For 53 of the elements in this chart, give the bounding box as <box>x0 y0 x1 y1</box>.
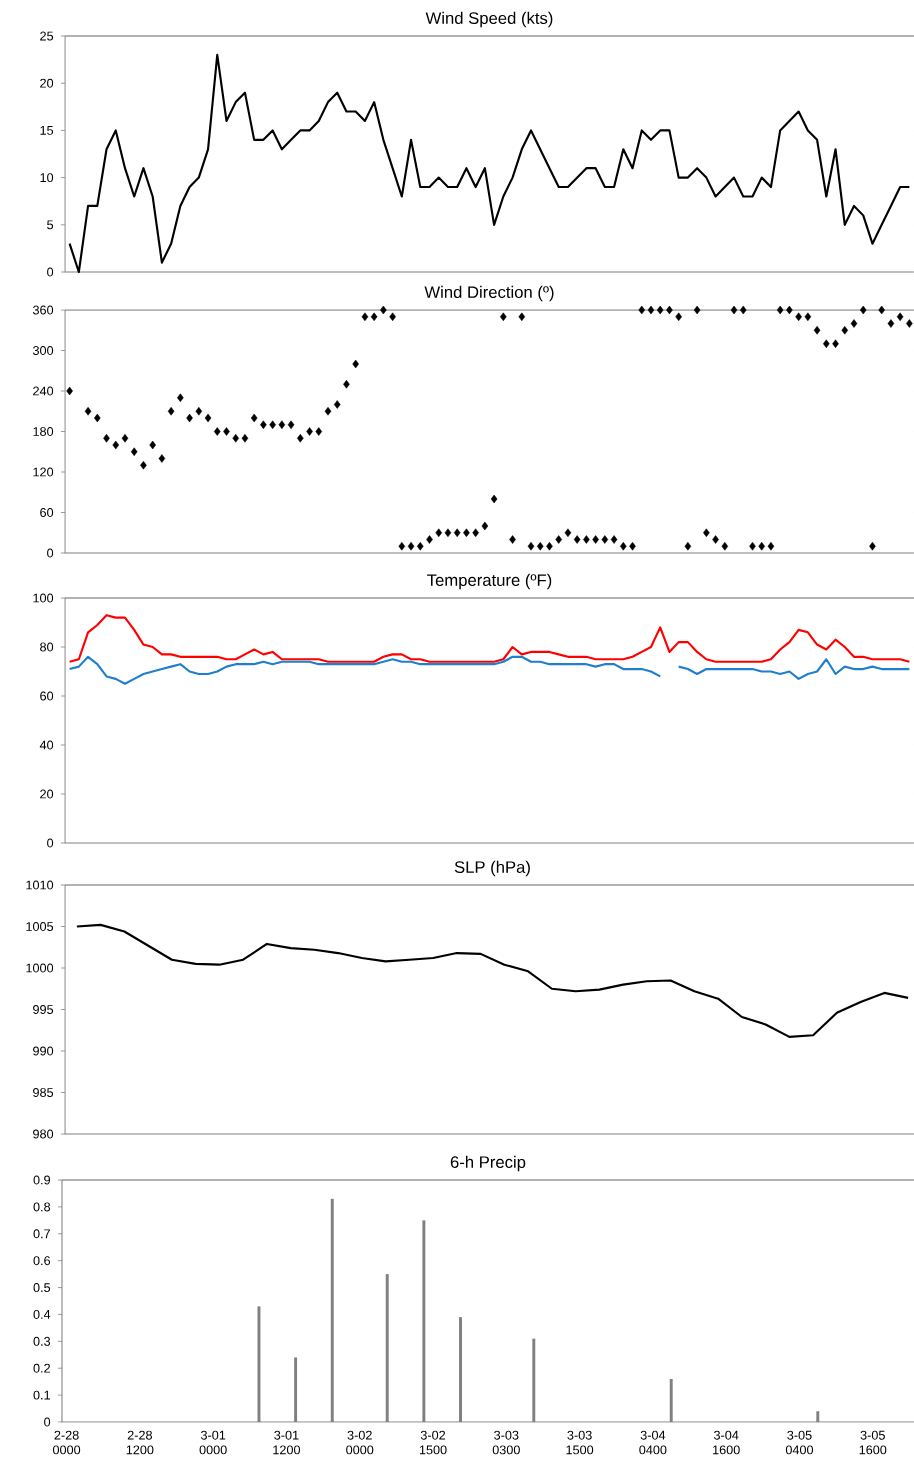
y-tick-label: 990 <box>33 1046 54 1056</box>
y-tick-label: 1010 <box>26 880 54 890</box>
x-tick-label: 3-05 1600 <box>859 1430 887 1455</box>
x-tick-label: 3-03 1500 <box>566 1430 594 1455</box>
y-tick-label: 0 <box>47 267 54 277</box>
x-tick-label: 2-28 0000 <box>52 1430 81 1455</box>
x-tick-label: 3-05 0400 <box>785 1430 814 1455</box>
x-tick-label: 3-04 1600 <box>713 1430 740 1455</box>
y-tick-label: 60 <box>40 508 54 517</box>
y-tick-label: 985 <box>33 1088 54 1097</box>
y-tick-label: 60 <box>40 691 54 701</box>
y-tick-label: 0.8 <box>33 1202 51 1212</box>
y-tick-label: 20 <box>40 789 54 799</box>
y-tick-label: 980 <box>33 1129 54 1139</box>
y-tick-label: 20 <box>40 78 54 88</box>
x-tick-label: 3-03 0300 <box>492 1430 520 1455</box>
y-tick-label: 0.6 <box>33 1256 51 1266</box>
chart-title: Temperature (ºF) <box>427 573 552 590</box>
x-tick-label: 2-28 1200 <box>126 1430 154 1455</box>
chart-title: 6-h Precip <box>450 1155 526 1172</box>
chart-title: SLP (hPa) <box>454 860 530 877</box>
y-tick-label: 15 <box>40 125 54 135</box>
chart-title: Wind Direction (º) <box>424 285 554 302</box>
y-tick-label: 0.3 <box>33 1336 51 1346</box>
y-tick-label: 0.9 <box>33 1175 51 1185</box>
y-tick-label: 0.7 <box>33 1229 50 1239</box>
y-tick-label: 5 <box>47 220 54 230</box>
y-tick-label: 240 <box>33 386 54 396</box>
y-tick-label: 0 <box>44 1417 51 1427</box>
y-tick-label: 0.5 <box>33 1283 51 1293</box>
y-tick-label: 1000 <box>26 963 54 973</box>
x-tick-label: 3-02 0000 <box>346 1430 374 1455</box>
chart-title: Wind Speed (kts) <box>425 11 553 28</box>
x-tick-label: 3-04 0400 <box>639 1430 667 1455</box>
y-tick-label: 0 <box>47 838 54 848</box>
y-tick-label: 0.4 <box>33 1309 51 1319</box>
y-tick-label: 300 <box>32 346 54 355</box>
y-tick-label: 0.1 <box>33 1390 50 1400</box>
y-tick-label: 10 <box>40 173 54 183</box>
y-tick-label: 995 <box>33 1005 54 1014</box>
y-tick-label: 180 <box>33 427 54 436</box>
x-tick-label: 3-01 1200 <box>273 1430 301 1455</box>
y-tick-label: 120 <box>33 467 54 477</box>
y-tick-label: 25 <box>40 31 54 41</box>
y-tick-label: 100 <box>33 593 54 603</box>
y-tick-label: 0 <box>47 548 54 558</box>
y-tick-label: 40 <box>39 740 54 750</box>
y-tick-label: 360 <box>32 305 54 315</box>
x-tick-label: 3-02 1500 <box>419 1430 447 1455</box>
x-tick-label: 3-01 0000 <box>199 1430 227 1455</box>
y-tick-label: 0.2 <box>33 1363 50 1373</box>
y-tick-label: 80 <box>40 642 54 652</box>
y-tick-label: 1005 <box>26 922 54 931</box>
